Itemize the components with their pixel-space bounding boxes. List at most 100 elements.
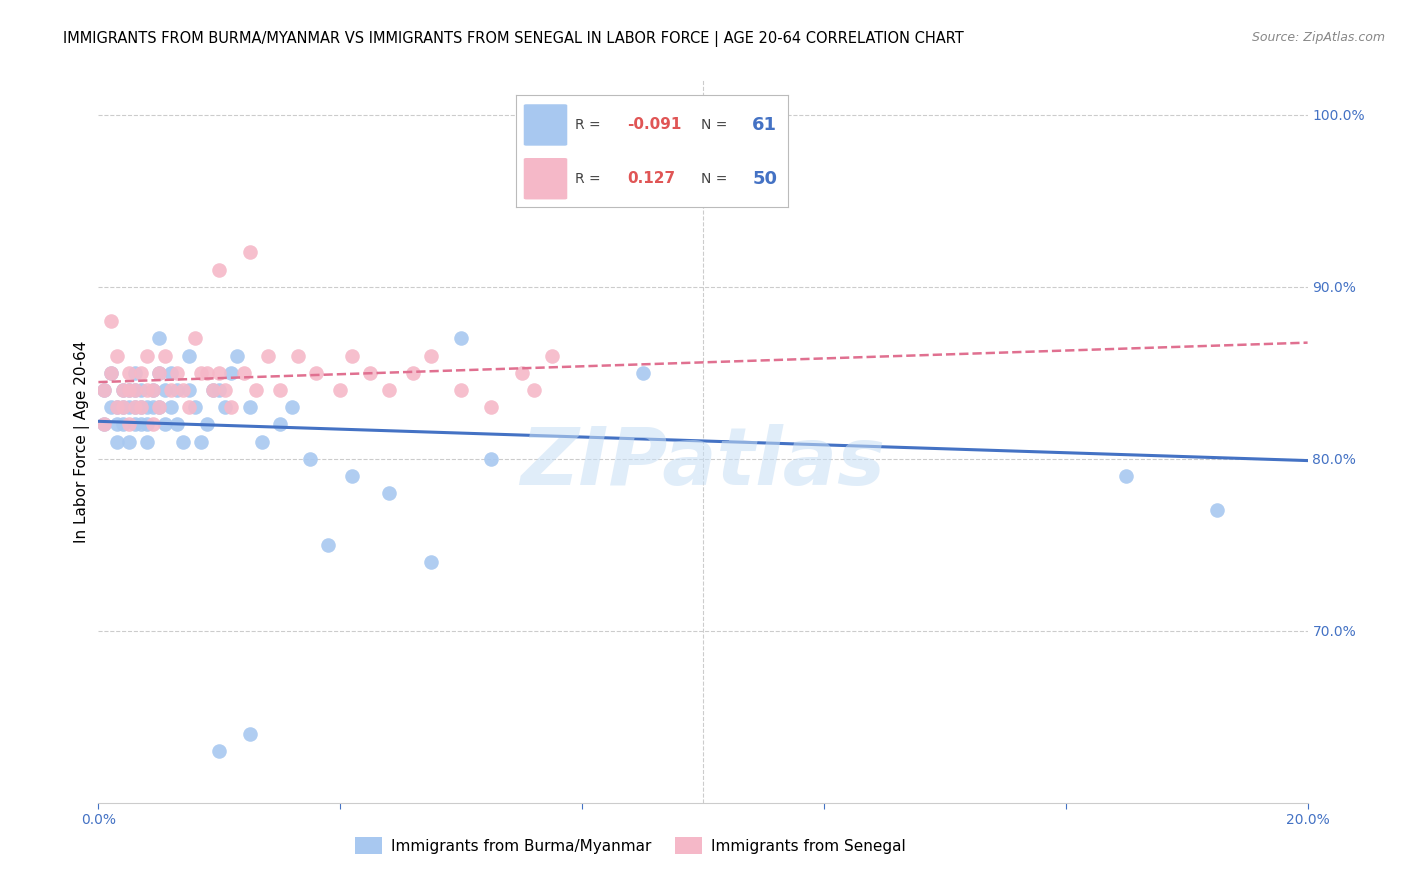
Point (93, 383, 115, 397)
Text: IMMIGRANTS FROM BURMA/MYANMAR VS IMMIGRANTS FROM SENEGAL IN LABOR FORCE | AGE 20: IMMIGRANTS FROM BURMA/MYANMAR VS IMMIGRA… (63, 31, 965, 47)
Point (287, 349, 309, 363)
Point (129, 366, 152, 380)
Point (540, 349, 562, 363)
Point (166, 366, 188, 380)
Point (148, 366, 170, 380)
Point (179, 349, 201, 363)
Point (172, 434, 194, 449)
Point (221, 366, 243, 380)
Point (281, 400, 304, 414)
Point (420, 349, 443, 363)
Point (124, 400, 146, 414)
Point (377, 383, 399, 397)
Point (93, 417, 115, 432)
Point (269, 417, 291, 432)
Point (184, 400, 207, 414)
Point (329, 383, 352, 397)
Point (166, 417, 188, 432)
Point (481, 451, 503, 466)
Point (190, 366, 212, 380)
Point (118, 417, 141, 432)
Point (208, 744, 231, 758)
Point (166, 383, 188, 397)
Point (129, 400, 152, 414)
Point (105, 349, 128, 363)
Point (208, 366, 231, 380)
Point (184, 331, 207, 345)
Point (105, 400, 128, 414)
Point (111, 417, 134, 432)
Point (269, 383, 291, 397)
Point (111, 400, 134, 414)
Point (129, 417, 152, 432)
Point (221, 400, 243, 414)
Point (153, 383, 176, 397)
Point (160, 366, 183, 380)
Point (118, 400, 141, 414)
Point (195, 417, 218, 432)
Point (148, 366, 170, 380)
Point (450, 331, 472, 345)
Point (402, 366, 425, 380)
Point (153, 349, 176, 363)
Text: Source: ZipAtlas.com: Source: ZipAtlas.com (1251, 31, 1385, 45)
Point (129, 400, 152, 414)
Point (239, 245, 262, 260)
Point (342, 349, 364, 363)
Point (450, 383, 472, 397)
Point (420, 555, 443, 569)
Point (195, 366, 218, 380)
Point (214, 400, 236, 414)
Point (100, 366, 122, 380)
Point (160, 400, 183, 414)
Point (481, 400, 503, 414)
Point (245, 383, 267, 397)
Point (105, 400, 128, 414)
Text: ZIPatlas: ZIPatlas (520, 425, 886, 502)
Point (124, 383, 146, 397)
Point (135, 400, 157, 414)
Point (153, 417, 176, 432)
Point (118, 383, 141, 397)
Point (135, 383, 157, 397)
Point (105, 417, 128, 432)
Point (118, 434, 141, 449)
Point (124, 400, 146, 414)
Point (118, 366, 141, 380)
Point (1206, 503, 1229, 517)
Point (111, 383, 134, 397)
Point (160, 383, 183, 397)
Point (342, 469, 364, 483)
Point (179, 383, 201, 397)
Point (208, 383, 231, 397)
Point (510, 366, 533, 380)
Point (190, 434, 212, 449)
Point (135, 417, 157, 432)
Point (202, 383, 225, 397)
Point (142, 383, 165, 397)
Point (111, 383, 134, 397)
Point (142, 417, 165, 432)
Point (232, 366, 254, 380)
Point (208, 262, 231, 277)
Point (250, 434, 273, 449)
Point (100, 366, 122, 380)
Point (105, 434, 128, 449)
Point (100, 400, 122, 414)
Point (202, 383, 225, 397)
Point (135, 434, 157, 449)
Point (148, 400, 170, 414)
Legend: Immigrants from Burma/Myanmar, Immigrants from Senegal: Immigrants from Burma/Myanmar, Immigrant… (349, 831, 912, 860)
Point (142, 383, 165, 397)
Point (148, 331, 170, 345)
Point (360, 366, 382, 380)
Point (256, 349, 278, 363)
Point (135, 349, 157, 363)
Point (124, 366, 146, 380)
Point (124, 383, 146, 397)
Point (124, 417, 146, 432)
Point (239, 727, 262, 741)
Y-axis label: In Labor Force | Age 20-64: In Labor Force | Age 20-64 (75, 341, 90, 542)
Point (214, 383, 236, 397)
Point (523, 383, 546, 397)
